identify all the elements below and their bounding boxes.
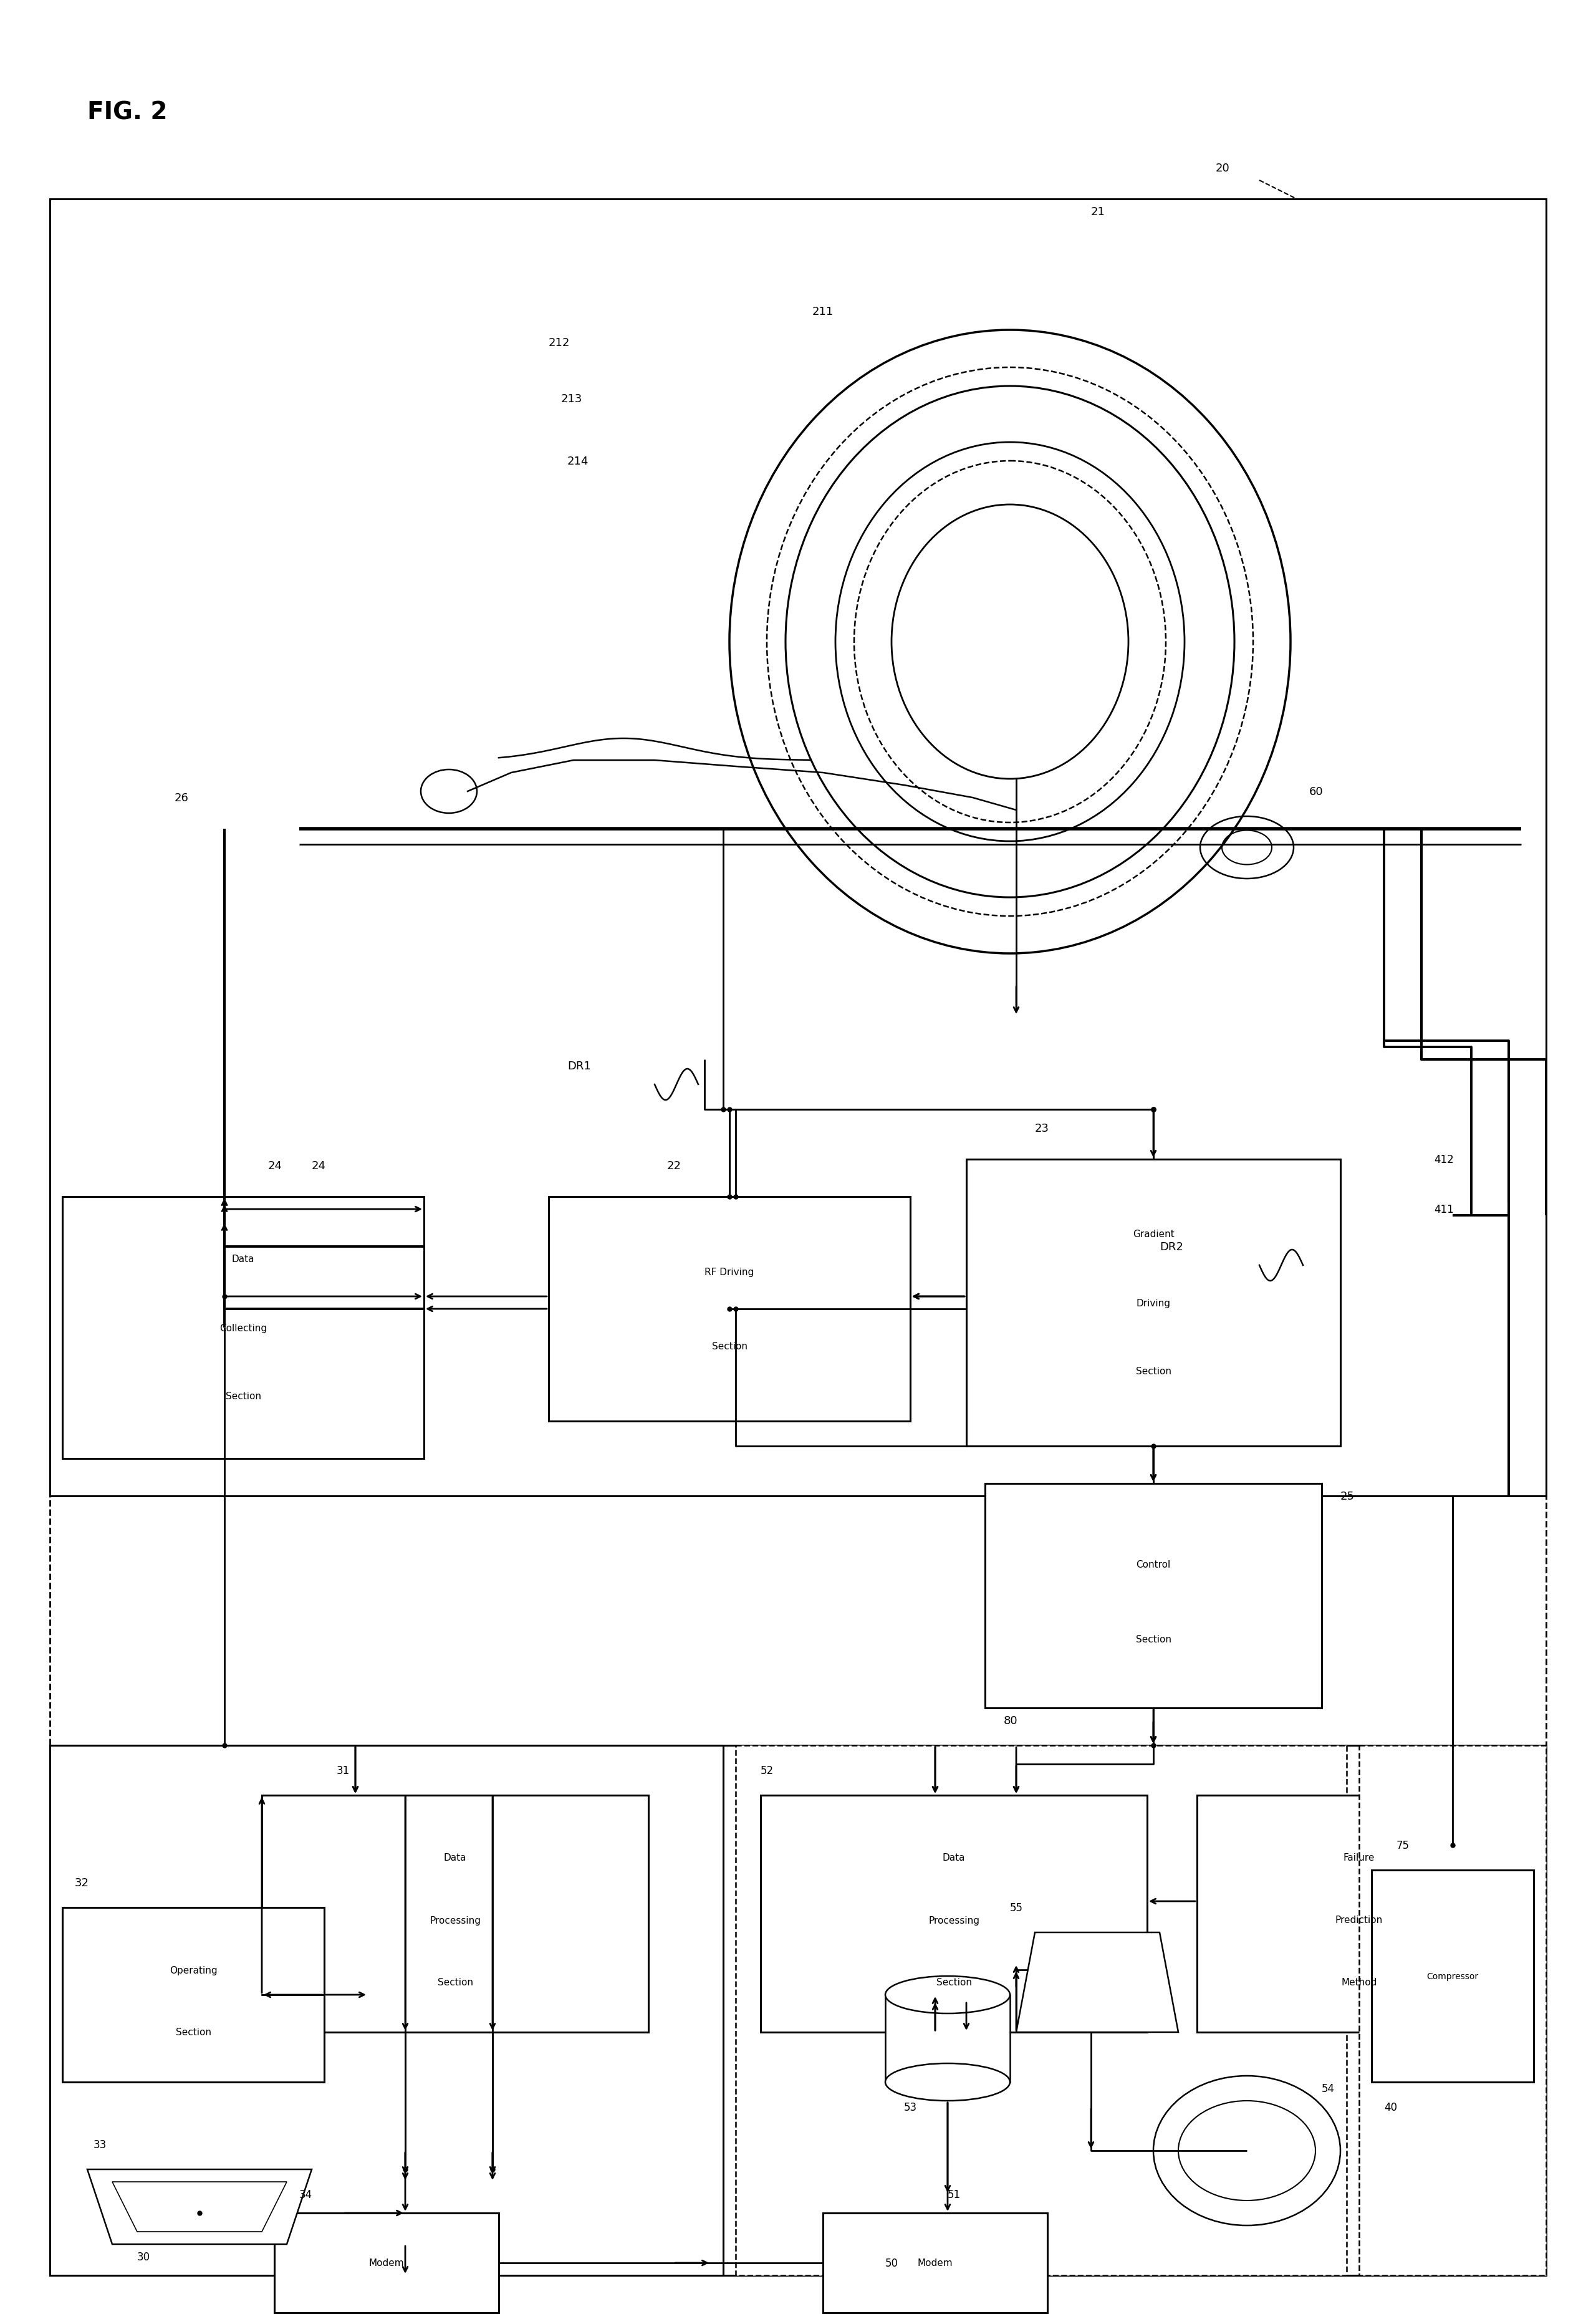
Text: Section: Section — [176, 2027, 211, 2036]
Text: Prediction: Prediction — [1336, 1916, 1382, 1925]
Text: 21: 21 — [1092, 206, 1106, 218]
Text: Compressor: Compressor — [1427, 1972, 1478, 1981]
Text: 25: 25 — [1341, 1490, 1355, 1502]
Polygon shape — [112, 2182, 287, 2231]
Text: DR2: DR2 — [1160, 1240, 1183, 1252]
Text: 54: 54 — [1321, 2083, 1334, 2094]
Text: Gradient: Gradient — [1133, 1229, 1175, 1238]
Bar — [49, 1745, 1547, 2275]
Text: RF Driving: RF Driving — [705, 1268, 755, 1277]
Text: 55: 55 — [1010, 1902, 1023, 1914]
Text: Section: Section — [437, 1978, 472, 1988]
Text: 212: 212 — [549, 338, 570, 349]
Text: 24: 24 — [268, 1159, 282, 1171]
Text: Data: Data — [943, 1854, 966, 1863]
Bar — [736, 1745, 1347, 2275]
Text: 53: 53 — [903, 2101, 918, 2113]
Polygon shape — [88, 2171, 311, 2245]
Text: Section: Section — [712, 1342, 747, 1351]
Bar — [886, 1995, 1010, 2083]
Text: Data: Data — [444, 1854, 466, 1863]
Text: 52: 52 — [761, 1766, 774, 1777]
Bar — [1197, 1796, 1521, 2032]
Text: 40: 40 — [1384, 2101, 1396, 2113]
Text: 26: 26 — [174, 791, 188, 803]
Text: DR1: DR1 — [567, 1060, 591, 1071]
Text: 31: 31 — [337, 1766, 350, 1777]
Text: 51: 51 — [948, 2189, 961, 2201]
Text: Control: Control — [1136, 1560, 1170, 1569]
Ellipse shape — [886, 2064, 1010, 2101]
Text: 411: 411 — [1433, 1203, 1454, 1215]
Text: Data: Data — [231, 1254, 254, 1263]
Text: Operating: Operating — [169, 1965, 217, 1974]
Ellipse shape — [892, 504, 1128, 780]
Text: 34: 34 — [300, 2189, 313, 2201]
Text: Processing: Processing — [929, 1916, 980, 1925]
Bar — [761, 1796, 1148, 2032]
Text: 33: 33 — [94, 2138, 107, 2150]
Text: 60: 60 — [1309, 787, 1323, 798]
Text: 32: 32 — [75, 1877, 89, 1888]
Text: Driving: Driving — [1136, 1298, 1170, 1307]
Text: 75: 75 — [1396, 1840, 1409, 1851]
Bar — [824, 2212, 1047, 2312]
Text: Section: Section — [1136, 1634, 1171, 1645]
Text: Processing: Processing — [429, 1916, 480, 1925]
Ellipse shape — [886, 1976, 1010, 2013]
Bar — [487, 236, 1497, 1090]
Bar — [985, 1483, 1321, 1708]
Text: 80: 80 — [1004, 1715, 1018, 1726]
Text: 412: 412 — [1433, 1155, 1454, 1166]
Text: 213: 213 — [562, 393, 583, 405]
Text: Failure: Failure — [1344, 1854, 1374, 1863]
Text: 22: 22 — [667, 1159, 681, 1171]
Bar — [1371, 1870, 1534, 2083]
Text: 20: 20 — [1216, 162, 1231, 174]
Bar — [49, 1745, 723, 2275]
Text: Section: Section — [225, 1391, 260, 1400]
Text: Section: Section — [937, 1978, 972, 1988]
Bar — [549, 1196, 910, 1421]
Text: 214: 214 — [567, 456, 589, 467]
Bar — [275, 2212, 500, 2312]
Text: 23: 23 — [1034, 1122, 1049, 1134]
Text: Section: Section — [1136, 1368, 1171, 1377]
Bar — [49, 199, 1547, 2275]
Bar — [49, 199, 1547, 1497]
Text: Method: Method — [1341, 1978, 1377, 1988]
Text: 24: 24 — [311, 1159, 326, 1171]
Polygon shape — [1017, 1932, 1178, 2032]
Text: Collecting: Collecting — [219, 1324, 267, 1333]
Bar — [262, 1796, 648, 2032]
Text: 211: 211 — [812, 305, 833, 317]
Text: 50: 50 — [886, 2256, 899, 2268]
Text: Modem: Modem — [918, 2258, 953, 2268]
Text: 30: 30 — [137, 2252, 150, 2263]
Text: Modem: Modem — [369, 2258, 404, 2268]
Text: FIG. 2: FIG. 2 — [88, 100, 168, 125]
Bar — [966, 1159, 1341, 1446]
Bar — [1360, 1745, 1547, 2275]
Bar — [62, 1196, 425, 1458]
Bar — [62, 1907, 324, 2083]
